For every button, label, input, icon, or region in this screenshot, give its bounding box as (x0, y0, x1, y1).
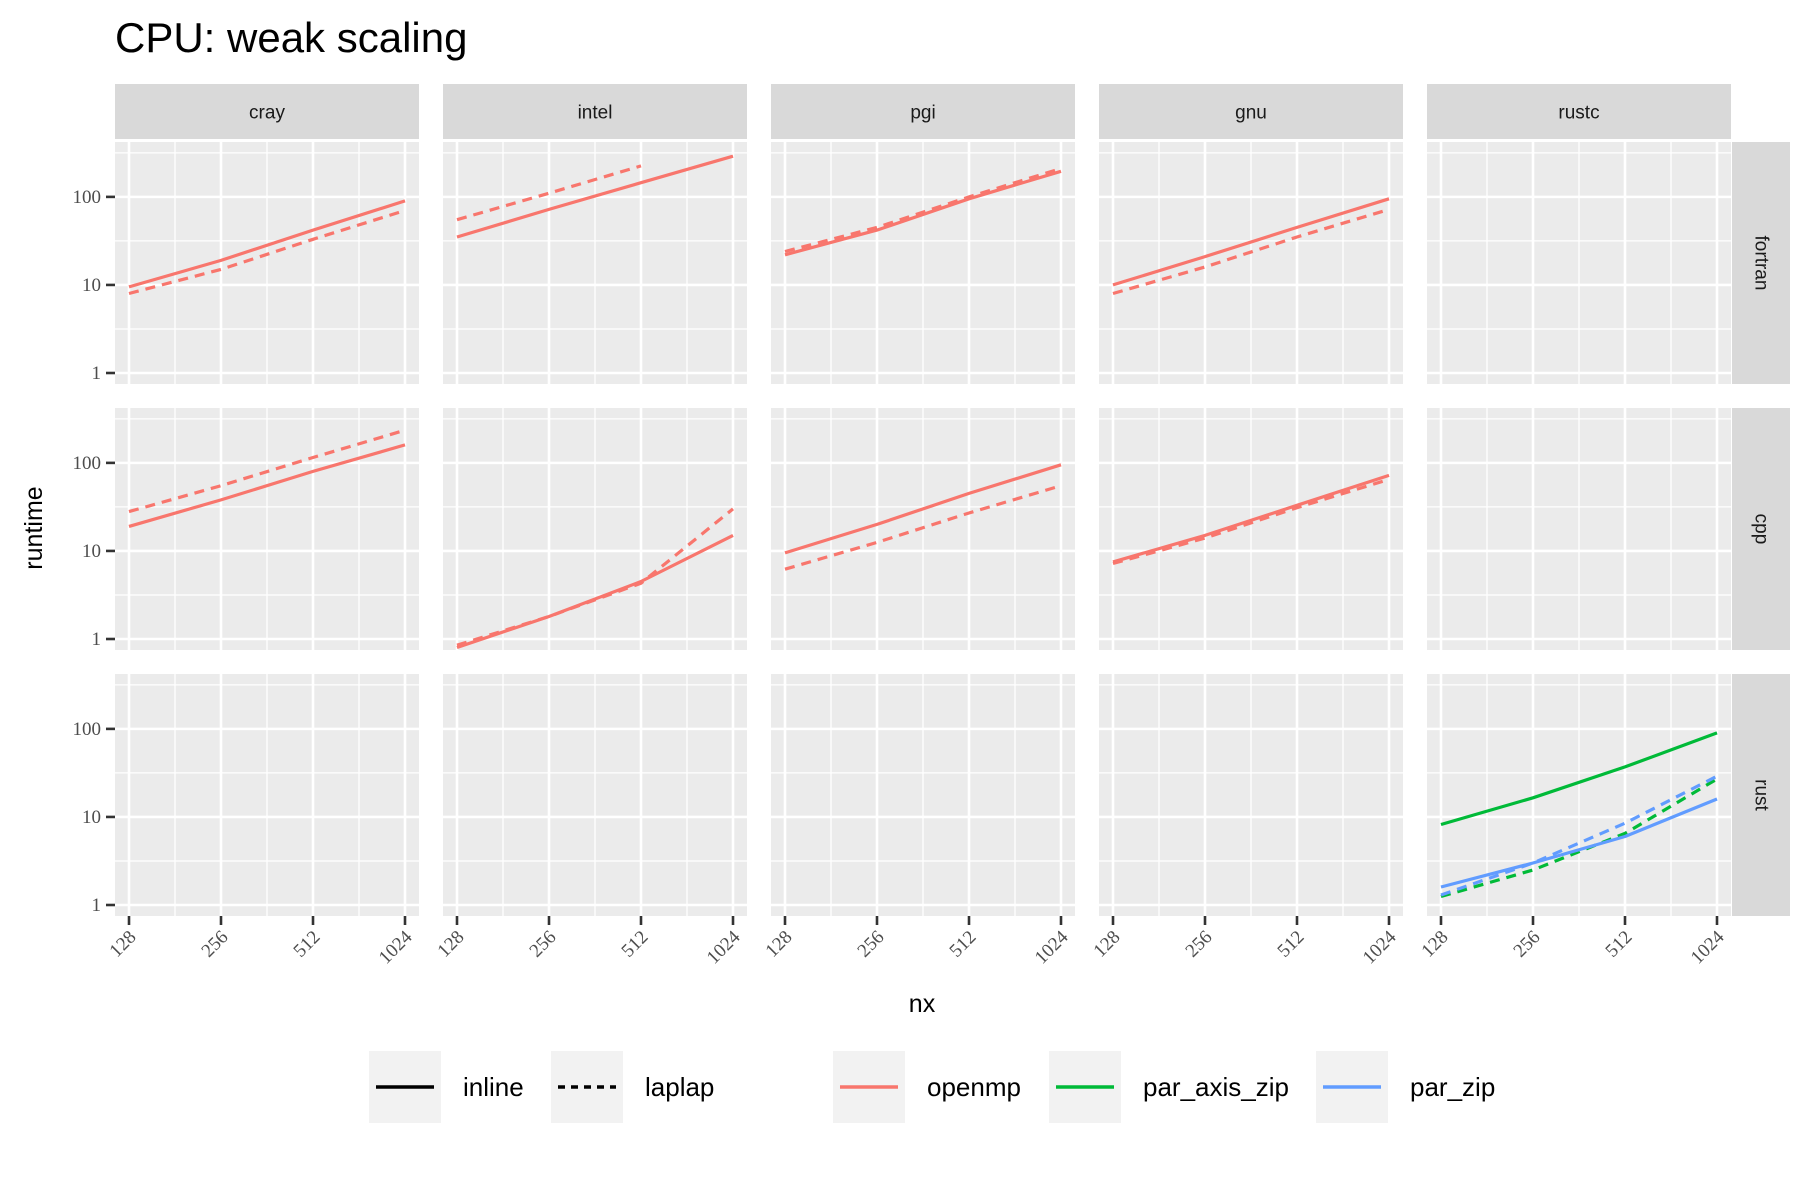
y-tick-label: 100 (73, 187, 102, 208)
series-line-par-axis-zip-laplap (1440, 777, 1718, 899)
panel-pgi-fortran (771, 142, 1075, 384)
strip-rust (1732, 674, 1790, 916)
y-tick-label: 1 (92, 629, 102, 650)
series-group (456, 507, 735, 650)
series-line-openmp-laplap (128, 208, 406, 296)
strip-label-cray: cray (249, 103, 285, 124)
y-tick-label: 100 (73, 453, 102, 474)
strip-pgi (771, 84, 1075, 139)
x-tick-label: 128 (106, 927, 141, 962)
series-group (128, 199, 406, 296)
panel-intel-fortran (443, 142, 747, 384)
strip-label-cpp: cpp (1751, 514, 1772, 545)
y-tick-label: 10 (82, 541, 101, 562)
x-tick-label: 512 (946, 927, 981, 962)
series-line-openmp-laplap (128, 428, 406, 514)
strip-label-gnu: gnu (1235, 103, 1267, 124)
x-tick-label: 256 (1510, 927, 1545, 962)
legend-label-par-zip: par_zip (1410, 1072, 1495, 1102)
x-tick-label: 128 (1418, 927, 1453, 962)
series-line-openmp-laplap (784, 484, 1062, 571)
panel-pgi-rust (771, 674, 1075, 916)
x-tick-label: 512 (290, 927, 325, 962)
x-tick-label: 256 (854, 927, 889, 962)
strip-fortran (1732, 142, 1790, 384)
y-tick-label: 1 (92, 895, 102, 916)
x-tick-label: 256 (198, 927, 233, 962)
strip-label-fortran: fortran (1751, 236, 1772, 291)
series-line-openmp-inline (456, 154, 734, 239)
panel-cray-cpp (115, 408, 419, 650)
series-line-openmp-inline (784, 169, 1062, 257)
x-tick-label: 512 (1274, 927, 1309, 962)
facet-grid: cray intel pgi gnu rustc fortran cpp rust (115, 84, 1790, 916)
series-line-openmp-laplap (456, 507, 735, 647)
strip-rustc (1427, 84, 1731, 139)
panel-gnu-cpp (1099, 408, 1403, 650)
series-group (1112, 197, 1390, 296)
panel-gnu-fortran (1099, 142, 1403, 384)
series-group (456, 154, 734, 239)
legend-label-par-axis-zip: par_axis_zip (1143, 1072, 1289, 1102)
x-tick-label: 1024 (375, 926, 417, 968)
strip-label-pgi: pgi (910, 103, 935, 124)
panel-cray-fortran (115, 142, 419, 384)
strip-intel (443, 84, 747, 139)
series-line-openmp-laplap (1112, 207, 1390, 296)
series-line-openmp-laplap (1112, 477, 1390, 566)
panel-intel-cpp (443, 408, 747, 650)
series-group (1440, 731, 1718, 899)
series-line-openmp-inline (1112, 197, 1390, 287)
strip-label-intel: intel (578, 103, 613, 124)
y-tick-label: 10 (82, 807, 101, 828)
series-line-openmp-inline (128, 443, 406, 528)
strip-cpp (1732, 408, 1790, 650)
legend: inline laplap openmp par_axis_zip par_zip (369, 1051, 1495, 1123)
chart-title: CPU: weak scaling (115, 14, 467, 61)
x-tick-label: 128 (434, 927, 469, 962)
x-tick-label: 512 (1602, 927, 1637, 962)
panel-rustc-rust (1427, 674, 1731, 916)
series-line-par-zip-inline (1440, 797, 1718, 889)
y-tick-label: 1 (92, 363, 102, 384)
x-axis-title: nx (909, 990, 936, 1018)
series-line-openmp-laplap (784, 166, 1062, 254)
strip-cray (115, 84, 419, 139)
panel-pgi-cpp (771, 408, 1075, 650)
series-line-openmp-laplap (456, 164, 642, 222)
x-tick-label: 128 (1090, 927, 1125, 962)
panel-gnu-rust (1099, 674, 1403, 916)
series-line-openmp-inline (1112, 473, 1390, 564)
panel-intel-rust (443, 674, 747, 916)
strip-label-rust: rust (1751, 779, 1772, 811)
panel-rustc-cpp (1427, 408, 1731, 650)
series-group (128, 428, 406, 528)
series-group (784, 166, 1062, 257)
strip-label-rustc: rustc (1558, 103, 1599, 124)
y-tick-label: 100 (73, 719, 102, 740)
strip-gnu (1099, 84, 1403, 139)
x-tick-label: 1024 (1031, 926, 1073, 968)
x-tick-label: 1024 (1359, 926, 1401, 968)
panel-rustc-fortran (1427, 142, 1731, 384)
series-line-openmp-inline (784, 463, 1062, 555)
x-tick-label: 128 (762, 927, 797, 962)
y-tick-label: 10 (82, 275, 101, 296)
legend-label-openmp: openmp (927, 1072, 1021, 1102)
series-group (1112, 473, 1390, 566)
x-tick-label: 512 (618, 927, 653, 962)
legend-label-inline: inline (463, 1072, 524, 1102)
x-tick-label: 256 (1182, 927, 1217, 962)
x-tick-label: 1024 (703, 926, 745, 968)
series-line-par-axis-zip-inline (1440, 731, 1718, 827)
legend-label-laplap: laplap (645, 1072, 714, 1102)
series-line-openmp-inline (128, 199, 406, 289)
panel-cray-rust (115, 674, 419, 916)
series-group (784, 463, 1062, 571)
y-axis-title: runtime (20, 486, 48, 569)
x-tick-label: 1024 (1687, 926, 1729, 968)
x-tick-label: 256 (526, 927, 561, 962)
